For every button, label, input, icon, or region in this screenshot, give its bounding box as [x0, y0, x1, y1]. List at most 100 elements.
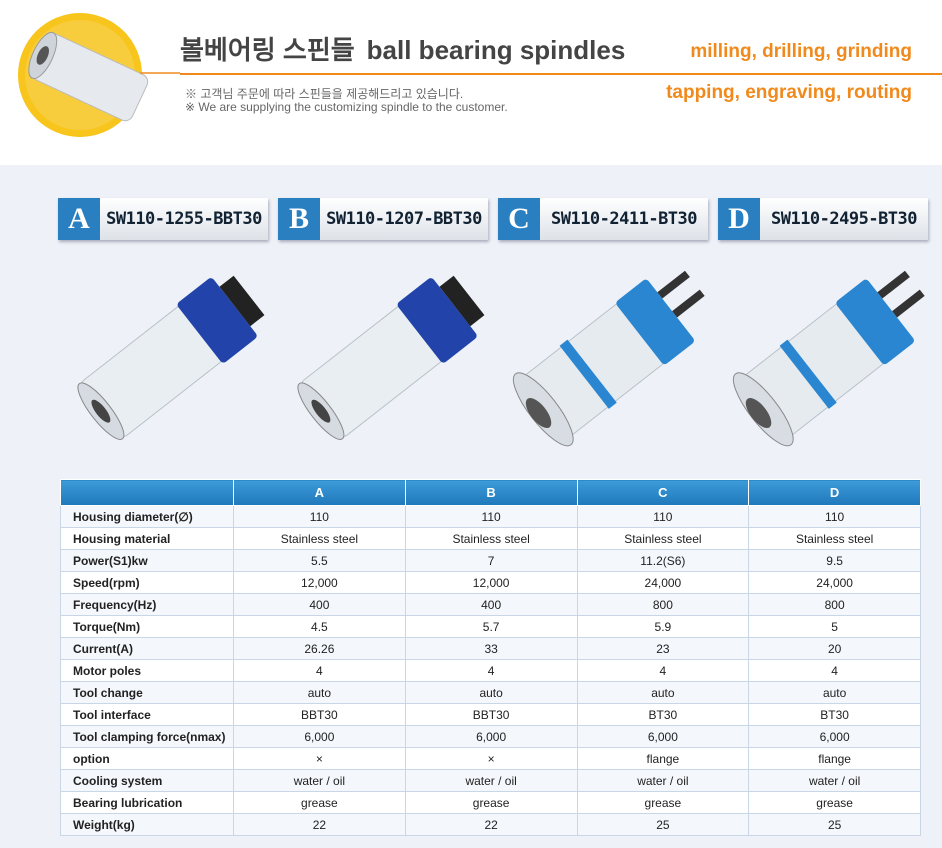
row-label: Housing material	[60, 527, 234, 550]
cell: 400	[404, 593, 578, 616]
cell: 25	[748, 813, 921, 836]
row-label: Bearing lubrication	[60, 791, 234, 814]
model-badge: D SW110-2495-BT30	[718, 198, 928, 240]
spindle-part	[439, 275, 485, 327]
cell: auto	[233, 681, 406, 704]
row-label: Tool clamping force(nmax)	[60, 725, 234, 748]
cell: 110	[233, 505, 406, 528]
cell: 24,000	[748, 571, 921, 594]
cell: 6,000	[576, 725, 750, 748]
cell: 5	[748, 615, 921, 638]
model-letter: C	[498, 198, 540, 240]
model-letter: D	[718, 198, 760, 240]
cell: Stainless steel	[404, 527, 578, 550]
cell: 12,000	[404, 571, 578, 594]
spindle-part	[219, 275, 265, 327]
cell: 26.26	[233, 637, 406, 660]
model-badge: C SW110-2411-BT30	[498, 198, 708, 240]
cell: grease	[233, 791, 406, 814]
spindle-part	[732, 270, 925, 447]
cell: 110	[576, 505, 750, 528]
spec-row: Torque(Nm) 4.5 5.7 5.9 5	[60, 615, 921, 638]
row-label: Motor poles	[60, 659, 234, 682]
cell: ×	[233, 747, 406, 770]
spec-row: Housing material Stainless steel Stainless…	[60, 527, 921, 550]
spindle-part	[512, 270, 705, 447]
cell: grease	[576, 791, 750, 814]
header-cell	[60, 479, 234, 506]
cell: water / oil	[404, 769, 578, 792]
spindle-part	[836, 279, 914, 365]
note: ※ 고객님 주문에 따라 스핀들을 제공해드리고 있습니다.	[185, 87, 464, 101]
spindle-part	[91, 399, 111, 423]
spindle-part	[657, 270, 690, 299]
row-label: Power(S1)kw	[60, 549, 234, 572]
cell: auto	[576, 681, 750, 704]
cell: auto	[748, 681, 921, 704]
row-label: Housing diameter(∅)	[60, 505, 234, 528]
model-letter: B	[278, 198, 320, 240]
spindle-part	[177, 278, 257, 363]
cell: 20	[748, 637, 921, 660]
note: ※ We are supplying the customizing spind…	[185, 100, 508, 114]
cell: 12,000	[233, 571, 406, 594]
cell: 5.9	[576, 615, 750, 638]
cell: 4	[404, 659, 578, 682]
model-code: SW110-2411-BT30	[540, 198, 708, 240]
row-label: Frequency(Hz)	[60, 593, 234, 616]
cell: 4	[748, 659, 921, 682]
spec-row: Motor poles 4 4 4 4	[60, 659, 921, 682]
cell: Stainless steel	[748, 527, 921, 550]
cell: 110	[404, 505, 578, 528]
spindle-part	[877, 270, 910, 299]
cell: 25	[576, 813, 750, 836]
spindle-part	[559, 339, 617, 409]
spindle-part	[892, 289, 925, 318]
cell: BT30	[748, 703, 921, 726]
cell: grease	[404, 791, 578, 814]
row-label: Tool change	[60, 681, 234, 704]
tag: tapping, engraving, routing	[666, 82, 912, 103]
cell: flange	[748, 747, 921, 770]
cell: 24,000	[576, 571, 750, 594]
model-code: SW110-1207-BBT30	[320, 198, 488, 240]
spindle-part	[779, 339, 837, 409]
cell: 800	[576, 593, 750, 616]
spec-row: Speed(rpm) 12,000 12,000 24,000 24,000	[60, 571, 921, 594]
cell: BBT30	[233, 703, 406, 726]
cell: BT30	[576, 703, 750, 726]
spindle-part	[745, 398, 772, 429]
spec-row: Power(S1)kw 5.5 7 11.2(S6) 9.5	[60, 549, 921, 572]
title-ko: 볼베어링 스핀들	[180, 35, 355, 65]
spindle-part	[311, 399, 331, 423]
header-rule	[180, 73, 942, 75]
row-label: Speed(rpm)	[60, 571, 234, 594]
row-label: Tool interface	[60, 703, 234, 726]
header-image	[18, 13, 180, 137]
column-header: C	[576, 479, 750, 506]
cell: 5.7	[404, 615, 578, 638]
cell: water / oil	[748, 769, 921, 792]
cell: 4	[233, 659, 406, 682]
cell: 4	[576, 659, 750, 682]
model-badge: B SW110-1207-BBT30	[278, 198, 488, 240]
title-en: ball bearing spindles	[366, 35, 626, 65]
spindle-image	[77, 275, 265, 440]
column-header: A	[233, 479, 406, 506]
cell: auto	[404, 681, 578, 704]
spindle-part	[397, 278, 477, 363]
row-label: Torque(Nm)	[60, 615, 234, 638]
spec-row: Tool interface BBT30 BBT30 BT30 BT30	[60, 703, 921, 726]
cell: Stainless steel	[233, 527, 406, 550]
row-label: Cooling system	[60, 769, 234, 792]
spec-row: Tool clamping force(nmax) 6,000 6,000 6,000…	[60, 725, 921, 748]
spindle-image	[732, 270, 925, 447]
spec-row: option × × flange flange	[60, 747, 921, 770]
cell: 6,000	[748, 725, 921, 748]
cell: 7	[404, 549, 578, 572]
column-header: D	[748, 479, 921, 506]
row-label: Current(A)	[60, 637, 234, 660]
cell: water / oil	[233, 769, 406, 792]
model-letter: A	[58, 198, 100, 240]
spec-row: Frequency(Hz) 400 400 800 800	[60, 593, 921, 616]
